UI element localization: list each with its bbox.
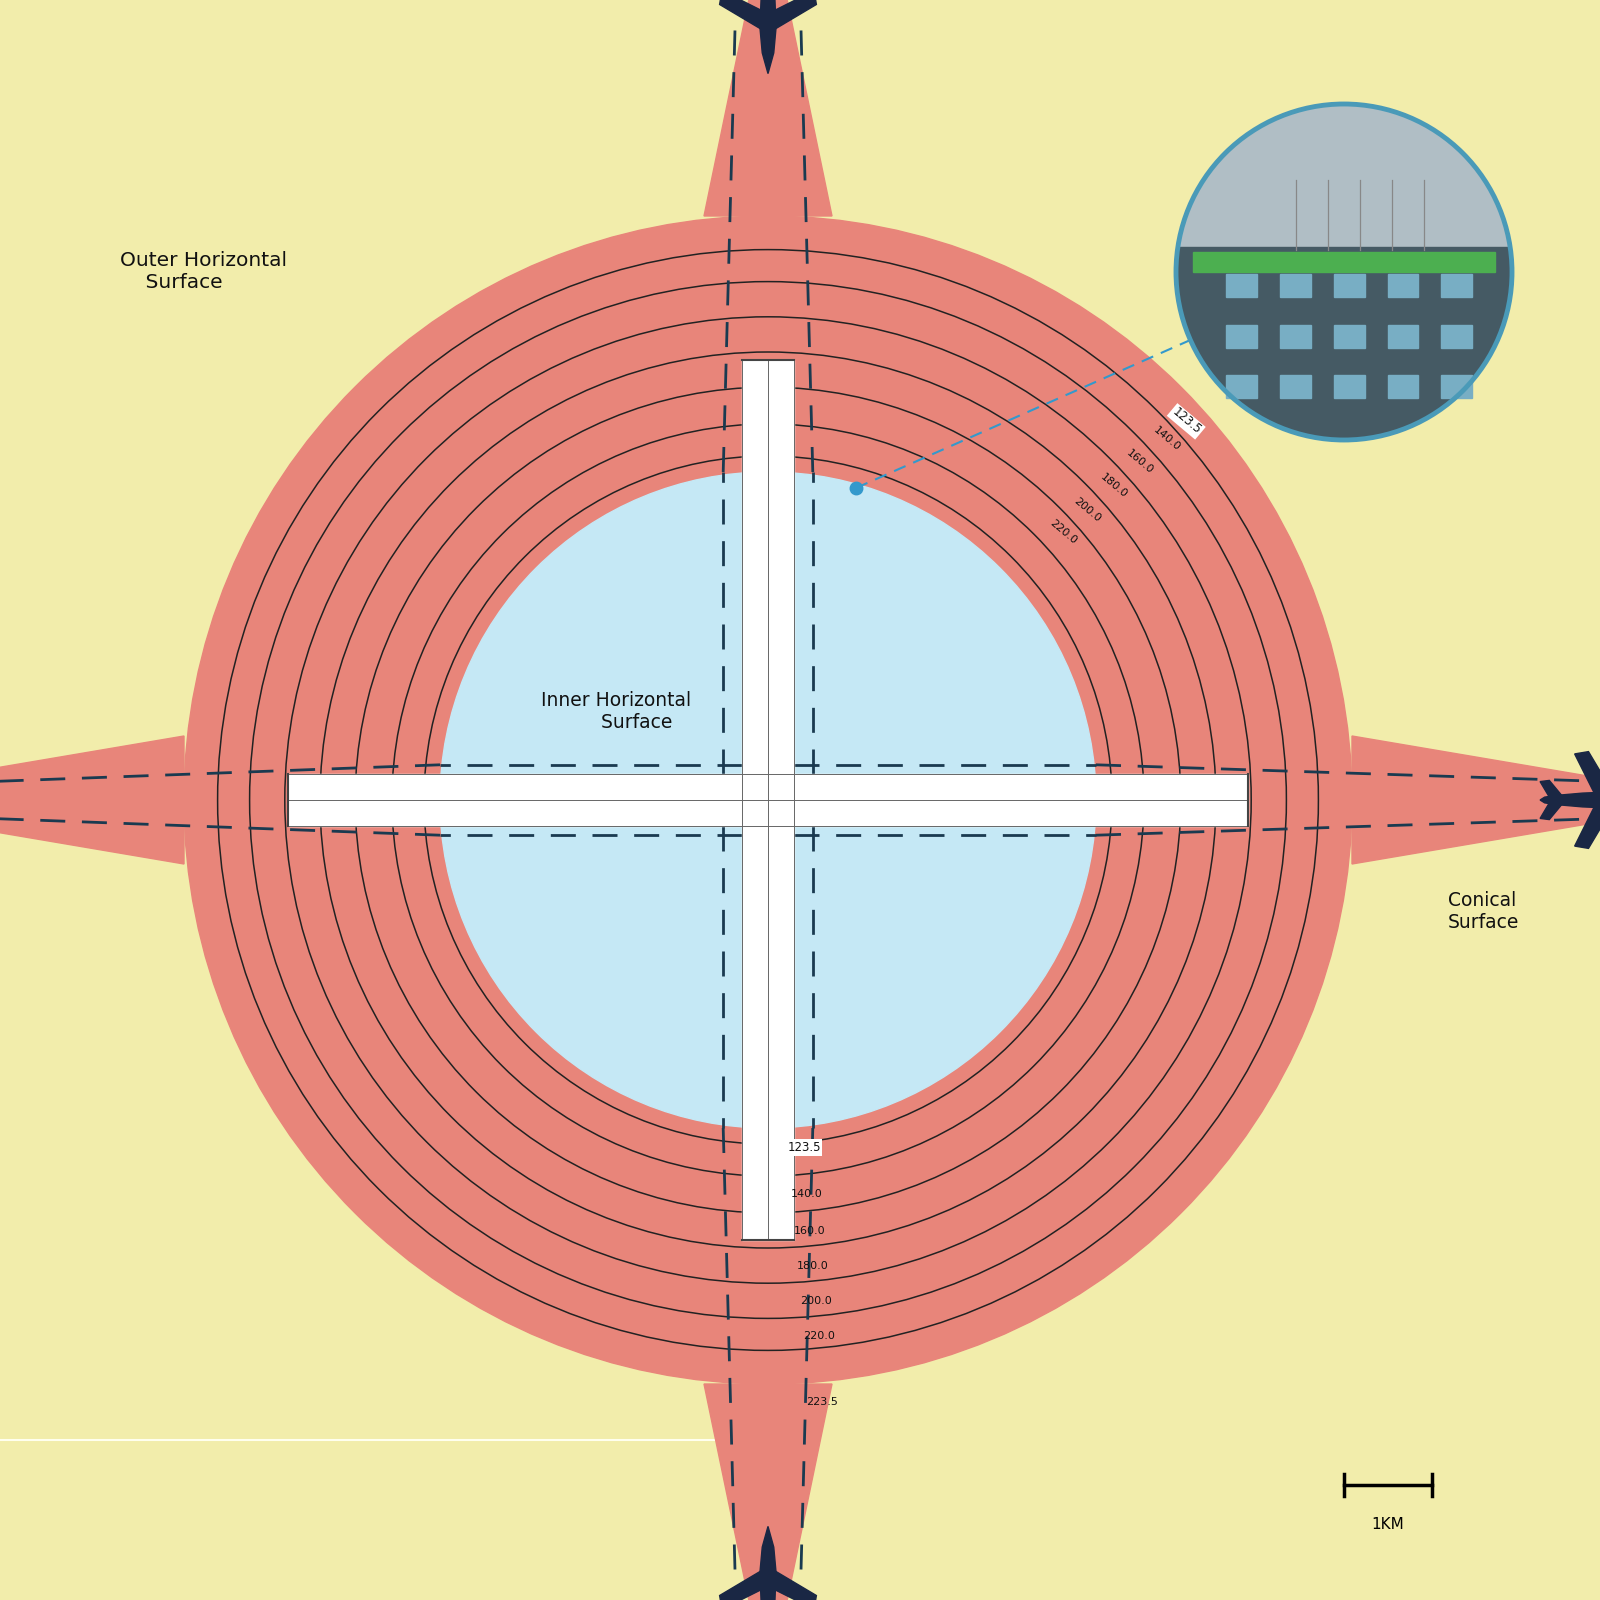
Polygon shape [1334,325,1365,347]
Polygon shape [760,0,776,74]
Polygon shape [1176,104,1512,254]
Text: 200.0: 200.0 [1072,496,1102,525]
Polygon shape [1387,374,1418,398]
Polygon shape [1176,246,1512,440]
Polygon shape [760,1526,776,1600]
Polygon shape [1541,792,1600,808]
Circle shape [1176,104,1512,440]
Text: 123.5: 123.5 [787,1141,821,1154]
Polygon shape [1334,274,1365,298]
Polygon shape [704,1384,832,1600]
Polygon shape [1226,374,1258,398]
Polygon shape [1280,274,1310,298]
Polygon shape [704,0,832,216]
Text: 180.0: 180.0 [1099,472,1130,499]
Text: 220.0: 220.0 [803,1331,835,1341]
Text: 1KM: 1KM [1371,1517,1405,1531]
Polygon shape [773,1570,816,1600]
Polygon shape [1442,274,1472,298]
Text: 160.0: 160.0 [1125,448,1155,477]
Circle shape [184,216,1352,1384]
Polygon shape [1334,374,1365,398]
Polygon shape [1192,251,1494,272]
Polygon shape [1442,325,1472,347]
Polygon shape [0,736,184,864]
Polygon shape [1352,736,1600,864]
Polygon shape [1280,325,1310,347]
Polygon shape [1574,752,1600,795]
Text: Conical
Surface: Conical Surface [1448,891,1520,933]
Polygon shape [1226,274,1258,298]
Text: 160.0: 160.0 [794,1226,826,1235]
Text: 180.0: 180.0 [797,1261,829,1270]
Text: 200.0: 200.0 [800,1296,832,1306]
Polygon shape [288,774,1248,826]
Circle shape [440,472,1096,1128]
Polygon shape [1280,374,1310,398]
Text: 140.0: 140.0 [1150,424,1182,453]
Text: 123.5: 123.5 [1170,406,1203,437]
Polygon shape [742,360,794,1240]
Text: 140.0: 140.0 [790,1189,822,1198]
Polygon shape [720,0,763,30]
Text: Inner Horizontal
       Surface: Inner Horizontal Surface [541,691,691,733]
Polygon shape [720,1570,763,1600]
Polygon shape [1541,781,1563,797]
Text: Outer Horizontal
    Surface: Outer Horizontal Surface [120,251,286,293]
Polygon shape [1541,803,1563,819]
Text: 220.0: 220.0 [1048,518,1078,546]
Polygon shape [1574,805,1600,848]
Text: 223.5: 223.5 [806,1397,838,1406]
Polygon shape [1387,274,1418,298]
Polygon shape [773,0,816,30]
Polygon shape [1442,374,1472,398]
Polygon shape [1387,325,1418,347]
Polygon shape [1226,325,1258,347]
